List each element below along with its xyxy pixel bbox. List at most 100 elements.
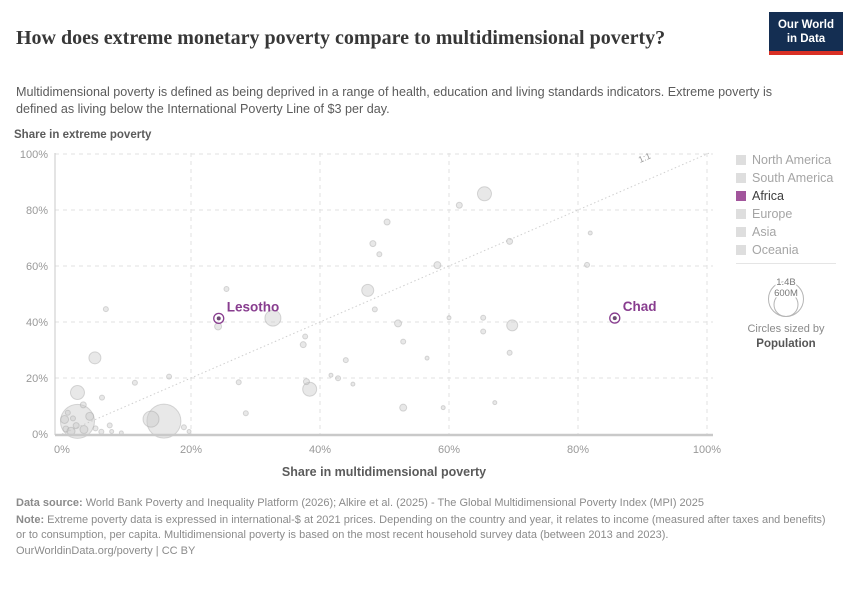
chart-footer: Data source: World Bank Poverty and Ineq…: [16, 496, 836, 561]
data-source-line: Data source: World Bank Poverty and Ineq…: [16, 496, 836, 511]
size-circle-inner: [773, 292, 799, 317]
data-point[interactable]: [299, 341, 307, 349]
legend-item-oceania[interactable]: Oceania: [736, 241, 846, 259]
data-point[interactable]: [399, 403, 408, 412]
highlight-ring[interactable]: [609, 312, 621, 324]
data-point[interactable]: [72, 422, 80, 430]
data-point[interactable]: [98, 394, 105, 401]
data-point[interactable]: [223, 285, 230, 292]
data-point[interactable]: [88, 351, 102, 365]
legend-swatch: [736, 173, 746, 183]
data-point[interactable]: [433, 261, 442, 270]
highlight-dot[interactable]: [612, 316, 617, 321]
data-point[interactable]: [85, 411, 95, 421]
data-point[interactable]: [79, 425, 89, 435]
data-point[interactable]: [506, 237, 514, 245]
data-point[interactable]: [446, 315, 452, 321]
legend-label: South America: [752, 171, 834, 185]
data-point[interactable]: [62, 425, 70, 433]
data-point[interactable]: [60, 414, 70, 424]
data-point[interactable]: [394, 319, 403, 328]
highlight-ring[interactable]: [213, 312, 225, 325]
legend-item-south-america[interactable]: South America: [736, 169, 846, 187]
continent-legend: North America South America Africa Europe As…: [736, 151, 846, 259]
data-point[interactable]: [242, 410, 249, 417]
data-point[interactable]: [440, 405, 446, 411]
size-caption-bold: Population: [756, 338, 816, 350]
data-point[interactable]: [506, 349, 513, 356]
data-point[interactable]: [98, 428, 105, 435]
data-point[interactable]: [587, 230, 593, 236]
chart-subtitle: Multidimensional poverty is defined as b…: [16, 85, 773, 116]
data-point[interactable]: [369, 240, 377, 248]
y-tick-label: 100%: [20, 149, 48, 161]
data-point[interactable]: [424, 355, 430, 361]
data-point[interactable]: [302, 378, 310, 386]
x-tick-label: 0%: [54, 444, 70, 456]
country-label[interactable]: Lesotho: [227, 299, 279, 314]
data-point[interactable]: [302, 333, 309, 340]
data-point[interactable]: [214, 322, 223, 331]
data-point[interactable]: [584, 261, 591, 268]
data-point[interactable]: [264, 309, 282, 327]
data-point[interactable]: [79, 401, 87, 409]
data-point[interactable]: [476, 186, 492, 202]
owid-logo[interactable]: Our World in Data: [769, 12, 843, 55]
country-label[interactable]: Chad: [623, 299, 657, 314]
legend-swatch: [736, 227, 746, 237]
data-point[interactable]: [350, 381, 356, 387]
data-point[interactable]: [480, 314, 487, 321]
data-point[interactable]: [371, 306, 378, 313]
data-point[interactable]: [166, 373, 173, 380]
x-axis-title: Share in multidimensional poverty: [282, 465, 486, 479]
legend-swatch: [736, 209, 746, 219]
data-point[interactable]: [64, 409, 71, 416]
highlight-dot[interactable]: [216, 316, 221, 321]
data-point[interactable]: [376, 251, 383, 258]
legend-item-asia[interactable]: Asia: [736, 223, 846, 241]
data-point[interactable]: [480, 328, 487, 335]
data-point[interactable]: [106, 422, 113, 429]
data-point[interactable]: [342, 357, 349, 364]
data-point[interactable]: [186, 428, 192, 434]
legend-item-north-america[interactable]: North America: [736, 151, 846, 169]
data-point[interactable]: [400, 338, 407, 345]
data-source-text: World Bank Poverty and Inequality Platfo…: [82, 497, 705, 509]
data-point[interactable]: [102, 306, 109, 313]
x-tick-label: 60%: [438, 444, 460, 456]
data-point[interactable]: [180, 424, 187, 431]
data-source-label: Data source:: [16, 497, 83, 509]
data-point[interactable]: [506, 319, 519, 332]
data-point[interactable]: [302, 381, 318, 397]
legend-swatch: [736, 245, 746, 255]
data-point[interactable]: [455, 201, 463, 209]
data-point[interactable]: [109, 428, 115, 434]
data-point[interactable]: [328, 372, 334, 378]
footer-link[interactable]: OurWorldinData.org/poverty | CC BY: [16, 545, 196, 558]
data-point[interactable]: [92, 425, 99, 432]
one-to-one-label: 1:1: [637, 151, 652, 165]
data-point[interactable]: [361, 283, 375, 297]
y-tick-label: 20%: [26, 373, 48, 385]
data-point[interactable]: [383, 218, 391, 226]
data-point[interactable]: [69, 415, 76, 422]
one-to-one-line: [61, 152, 710, 435]
data-point[interactable]: [146, 403, 182, 439]
legend-item-europe[interactable]: Europe: [736, 205, 846, 223]
size-legend-caption: Circles sized by Population: [716, 322, 850, 352]
owid-logo-line2: in Data: [786, 33, 826, 45]
data-point[interactable]: [235, 379, 242, 386]
size-caption-text: Circles sized by: [747, 323, 825, 335]
data-point[interactable]: [69, 385, 85, 401]
data-point[interactable]: [131, 379, 138, 386]
data-point[interactable]: [335, 375, 342, 382]
data-point[interactable]: [492, 400, 498, 406]
data-point[interactable]: [142, 410, 160, 428]
legend-item-africa[interactable]: Africa: [736, 187, 846, 205]
y-tick-label: 40%: [26, 317, 48, 329]
data-point[interactable]: [59, 403, 95, 439]
legend-swatch: [736, 191, 746, 201]
legend-label: North America: [752, 153, 832, 167]
note-line: Note: Extreme poverty data is expressed …: [16, 513, 836, 543]
